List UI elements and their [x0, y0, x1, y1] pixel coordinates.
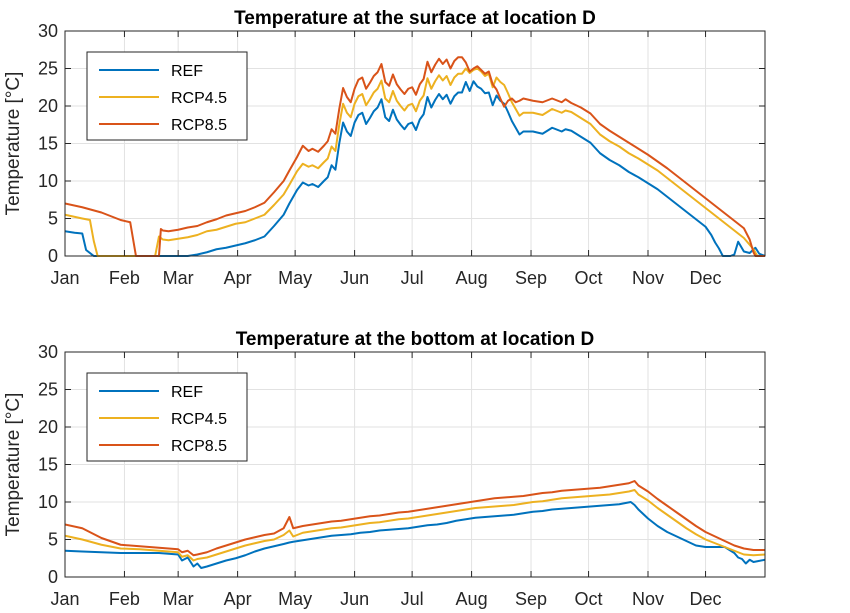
series-line-ref	[65, 501, 765, 569]
y-tick-label: 5	[48, 530, 58, 550]
series-group	[65, 480, 765, 569]
y-tick-label: 30	[38, 21, 58, 41]
x-tick-label: Oct	[575, 589, 603, 609]
legend-label: RCP8.5	[171, 438, 227, 455]
series-line-rcp85	[65, 480, 765, 557]
x-tick-label: May	[278, 268, 312, 288]
series-line-rcp45	[65, 67, 765, 257]
legend-label: REF	[171, 384, 203, 401]
y-tick-label: 10	[38, 171, 58, 191]
y-tick-label: 10	[38, 492, 58, 512]
x-tick-label: Nov	[632, 268, 664, 288]
x-tick-label: Dec	[690, 589, 722, 609]
y-tick-label: 15	[38, 455, 58, 475]
y-axis-label: Temperature [°C]	[3, 72, 24, 216]
x-tick-label: Apr	[224, 589, 252, 609]
legend-label: RCP4.5	[171, 90, 227, 107]
y-tick-label: 0	[48, 246, 58, 266]
series-line-rcp45	[65, 489, 765, 562]
x-tick-label: Aug	[456, 589, 488, 609]
legend-label: RCP4.5	[171, 411, 227, 428]
chart-bottom-temperature: 0 5 10 15 20 25 30 Jan Feb Mar Apr May Jun Jul Aug Sep O…	[3, 329, 766, 609]
x-tick-label: Jun	[340, 589, 369, 609]
y-tick-label: 25	[38, 380, 58, 400]
x-tick-label: Jul	[401, 268, 424, 288]
y-tick-label: 30	[38, 342, 58, 362]
x-tick-label: Oct	[575, 268, 603, 288]
y-tick-label: 15	[38, 134, 58, 154]
x-tick-label: Jan	[50, 268, 79, 288]
legend-label: REF	[171, 63, 203, 80]
x-tick-label: Mar	[163, 589, 194, 609]
y-tick-label: 25	[38, 59, 58, 79]
y-tick-label: 20	[38, 417, 58, 437]
x-tick-label: Sep	[515, 589, 547, 609]
y-tick-label: 0	[48, 567, 58, 587]
x-tick-label: May	[278, 589, 312, 609]
x-tick-label: Jul	[401, 589, 424, 609]
chart-title: Temperature at the bottom at location D	[236, 329, 595, 350]
series-line-ref	[65, 80, 765, 257]
x-tick-label: Dec	[690, 268, 722, 288]
x-tick-label: Feb	[109, 589, 140, 609]
chart-title: Temperature at the surface at location D	[234, 8, 596, 29]
legend: REF RCP4.5 RCP8.5	[86, 51, 248, 141]
x-tick-label: Jun	[340, 268, 369, 288]
chart-surface-temperature: 0 5 10 15 20 25 30 Jan Feb Mar Apr May Jun Jul Aug Sep O…	[3, 8, 766, 288]
legend-label: RCP8.5	[171, 117, 227, 134]
series-line-rcp85	[65, 56, 765, 257]
y-tick-label: 20	[38, 96, 58, 116]
y-axis-label: Temperature [°C]	[3, 393, 24, 537]
x-tick-label: Mar	[163, 268, 194, 288]
x-tick-label: Aug	[456, 268, 488, 288]
x-tick-label: Feb	[109, 268, 140, 288]
x-tick-label: Apr	[224, 268, 252, 288]
legend: REF RCP4.5 RCP8.5	[86, 372, 248, 462]
x-tick-label: Sep	[515, 268, 547, 288]
x-tick-label: Jan	[50, 589, 79, 609]
series-group	[65, 56, 765, 257]
x-tick-label: Nov	[632, 589, 664, 609]
y-tick-label: 5	[48, 209, 58, 229]
